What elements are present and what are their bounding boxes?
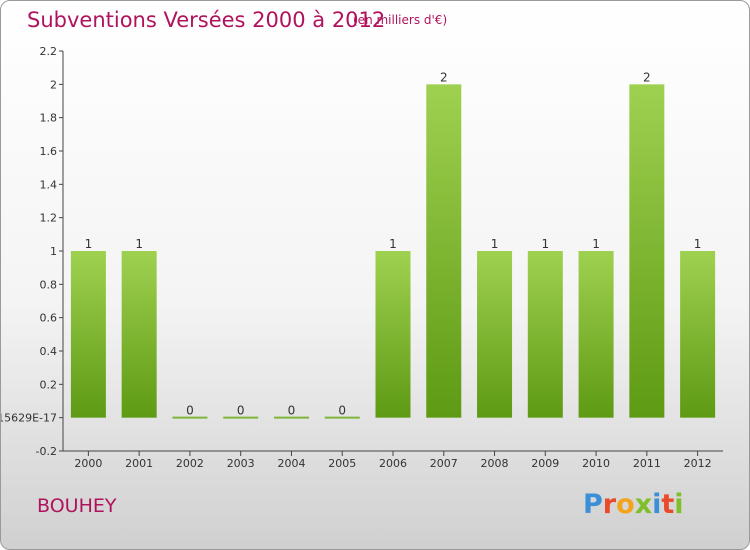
bar (426, 84, 462, 418)
bar (375, 251, 411, 418)
y-tick-label: -0.2 (36, 445, 57, 458)
x-tick-label: 2002 (176, 457, 204, 470)
data-label: 1 (541, 237, 549, 251)
y-tick-label: 0.8 (40, 278, 58, 291)
proxiti-logo: Proxiti (583, 489, 684, 520)
data-label: 0 (288, 404, 296, 418)
x-tick-label: 2000 (74, 457, 102, 470)
chart-title: Subventions Versées 2000 à 2012 (27, 8, 386, 32)
logo-letter: i (652, 489, 662, 520)
data-label: 1 (85, 237, 93, 251)
bar (527, 251, 563, 418)
x-tick-label: 2008 (481, 457, 509, 470)
data-label: 0 (186, 404, 194, 418)
data-label: 1 (491, 237, 499, 251)
logo-letter: r (602, 489, 617, 520)
y-tick-label: 2.2 (40, 45, 58, 58)
bar (477, 251, 513, 418)
data-label: 1 (135, 237, 143, 251)
y-tick-label: 1.2 (40, 212, 58, 225)
logo-letter: i (674, 489, 684, 520)
y-tick-label: 0.4 (40, 345, 58, 358)
bar (70, 251, 106, 418)
x-tick-label: 2012 (684, 457, 712, 470)
bar (578, 251, 614, 418)
y-tick-label: 1 (50, 245, 57, 258)
data-label: 1 (694, 237, 702, 251)
data-label: 2 (643, 70, 651, 84)
logo-letter: x (634, 489, 653, 520)
x-tick-label: 2009 (531, 457, 559, 470)
data-label: 2 (440, 70, 448, 84)
y-tick-label: 0.2 (40, 378, 58, 391)
x-tick-label: 2001 (125, 457, 153, 470)
data-label: 1 (389, 237, 397, 251)
chart-subtitle: (en milliers d'€) (353, 13, 448, 27)
x-tick-label: 2011 (633, 457, 661, 470)
data-label: 0 (237, 404, 245, 418)
y-tick-label: 0.6 (40, 312, 58, 325)
x-tick-label: 2010 (582, 457, 610, 470)
logo-letter: t (661, 489, 675, 520)
y-tick-label: -1.5265566588595915629E-17 (1, 412, 57, 425)
logo-letter: o (616, 489, 635, 520)
x-tick-label: 2005 (328, 457, 356, 470)
commune-name: BOUHEY (37, 495, 117, 517)
bar (629, 84, 665, 418)
y-tick-label: 1.4 (40, 178, 58, 191)
bar (121, 251, 157, 418)
y-tick-label: 1.6 (40, 145, 58, 158)
x-tick-label: 2003 (227, 457, 255, 470)
x-tick-label: 2004 (277, 457, 305, 470)
x-tick-label: 2006 (379, 457, 407, 470)
data-label: 1 (592, 237, 600, 251)
x-tick-label: 2007 (430, 457, 458, 470)
bar (680, 251, 716, 418)
y-tick-label: 2 (50, 78, 57, 91)
data-label: 0 (338, 404, 346, 418)
logo-letter: P (583, 489, 603, 520)
y-tick-label: 1.8 (40, 112, 58, 125)
